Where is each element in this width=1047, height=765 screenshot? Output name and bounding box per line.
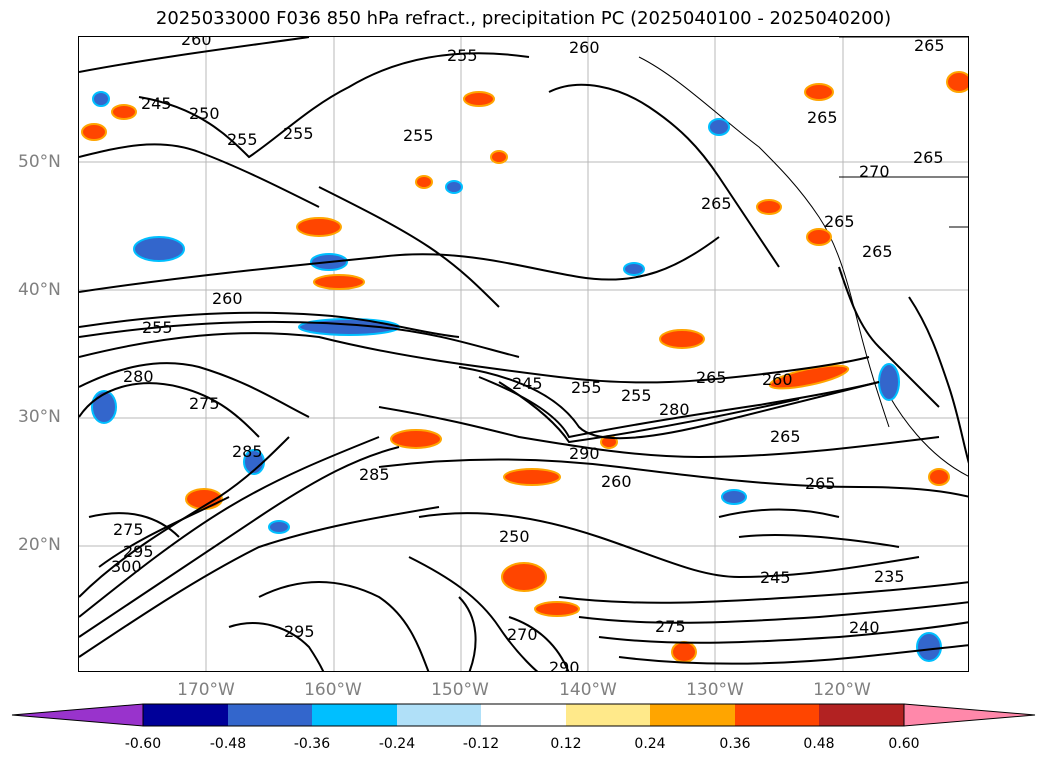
lon-label-170w: 170°W — [177, 680, 235, 700]
contour-label: 295 — [123, 542, 154, 561]
contour-label: 265 — [824, 212, 855, 231]
contour-label: 270 — [859, 162, 890, 181]
contour-label: 245 — [141, 94, 172, 113]
contour-label: 260 — [212, 289, 243, 308]
contour-label: 260 — [569, 38, 600, 57]
colorbar-extend-high — [903, 703, 1036, 727]
colorbar-segment — [566, 704, 650, 726]
lon-label-150w: 150°W — [431, 680, 489, 700]
colorbar-segment — [819, 704, 904, 726]
contour-label: 255 — [142, 318, 173, 337]
contour-label: 265 — [696, 368, 727, 387]
contour-label: 285 — [359, 465, 390, 484]
map-canvas: 260 255 260 265 245 250 255 255 255 265 … — [79, 37, 968, 672]
colorbar — [11, 703, 1036, 727]
colorbar-segment — [650, 704, 735, 726]
graticule — [79, 37, 968, 671]
refractivity-contours — [79, 37, 968, 671]
contour-label: 300 — [111, 557, 142, 576]
colorbar-tick-label: 0.36 — [719, 736, 751, 752]
contour-label: 245 — [760, 568, 791, 587]
contour-label: 260 — [762, 370, 793, 389]
map-title: 2025033000 F036 850 hPa refract., precip… — [155, 8, 892, 29]
contour-label: 260 — [601, 472, 632, 491]
contour-label: 245 — [512, 374, 543, 393]
contour-label: 290 — [569, 444, 600, 463]
colorbar-segment — [228, 704, 312, 726]
contour-label: 265 — [770, 427, 801, 446]
colorbar-extend-low — [11, 703, 144, 727]
contour-label: 275 — [113, 520, 144, 539]
colorbar-segment — [397, 704, 481, 726]
contour-label: 275 — [655, 617, 686, 636]
colorbar-tick-label: 0.24 — [634, 736, 666, 752]
colorbar-tick-label: -0.24 — [378, 736, 416, 752]
colorbar-segment — [312, 704, 397, 726]
colorbar-segment — [143, 704, 228, 726]
contour-label: 240 — [849, 618, 880, 637]
lat-label-50n: 50°N — [18, 152, 61, 172]
contour-label: 285 — [232, 442, 263, 461]
contour-label: 265 — [805, 474, 836, 493]
colorbar-tick-label: -0.12 — [462, 736, 500, 752]
colorbar-tick-label: -0.60 — [124, 736, 162, 752]
lon-label-160w: 160°W — [304, 680, 362, 700]
contour-label: 265 — [862, 242, 893, 261]
contour-label-group: 260 255 260 265 245 250 255 255 255 265 … — [111, 37, 945, 672]
colorbar-tick-label: 0.12 — [550, 736, 582, 752]
contour-label: 260 — [181, 37, 212, 49]
contour-label: 255 — [283, 124, 314, 143]
contour-label: 265 — [701, 194, 732, 213]
lat-label-30n: 30°N — [18, 407, 61, 427]
lon-label-140w: 140°W — [559, 680, 617, 700]
contour-label: 280 — [123, 367, 154, 386]
precip-shading — [81, 71, 968, 663]
contour-label: 255 — [621, 386, 652, 405]
contour-label: 235 — [874, 567, 905, 586]
contour-label: 255 — [403, 126, 434, 145]
contour-label: 270 — [507, 625, 538, 644]
lon-label-130w: 130°W — [686, 680, 744, 700]
contour-label: 265 — [914, 37, 945, 55]
lon-label-120w: 120°W — [813, 680, 871, 700]
colorbar-tick-label: 0.48 — [803, 736, 835, 752]
contour-label: 255 — [227, 130, 258, 149]
contour-label: 250 — [189, 104, 220, 123]
contour-label: 250 — [499, 527, 530, 546]
contour-label: 265 — [913, 148, 944, 167]
contour-label: 265 — [807, 108, 838, 127]
contour-label: 290 — [549, 658, 580, 672]
colorbar-segment — [481, 704, 566, 726]
colorbar-segment — [735, 704, 819, 726]
lat-label-20n: 20°N — [18, 535, 61, 555]
lat-label-40n: 40°N — [18, 280, 61, 300]
contour-label: 280 — [659, 400, 690, 419]
map-panel: 260 255 260 265 245 250 255 255 255 265 … — [78, 36, 969, 672]
contour-label: 295 — [284, 622, 315, 641]
contour-label: 255 — [571, 378, 602, 397]
colorbar-tick-label: 0.60 — [888, 736, 920, 752]
contour-label: 275 — [189, 394, 220, 413]
colorbar-tick-label: -0.36 — [293, 736, 331, 752]
colorbar-tick-label: -0.48 — [209, 736, 247, 752]
contour-label: 255 — [447, 46, 478, 65]
